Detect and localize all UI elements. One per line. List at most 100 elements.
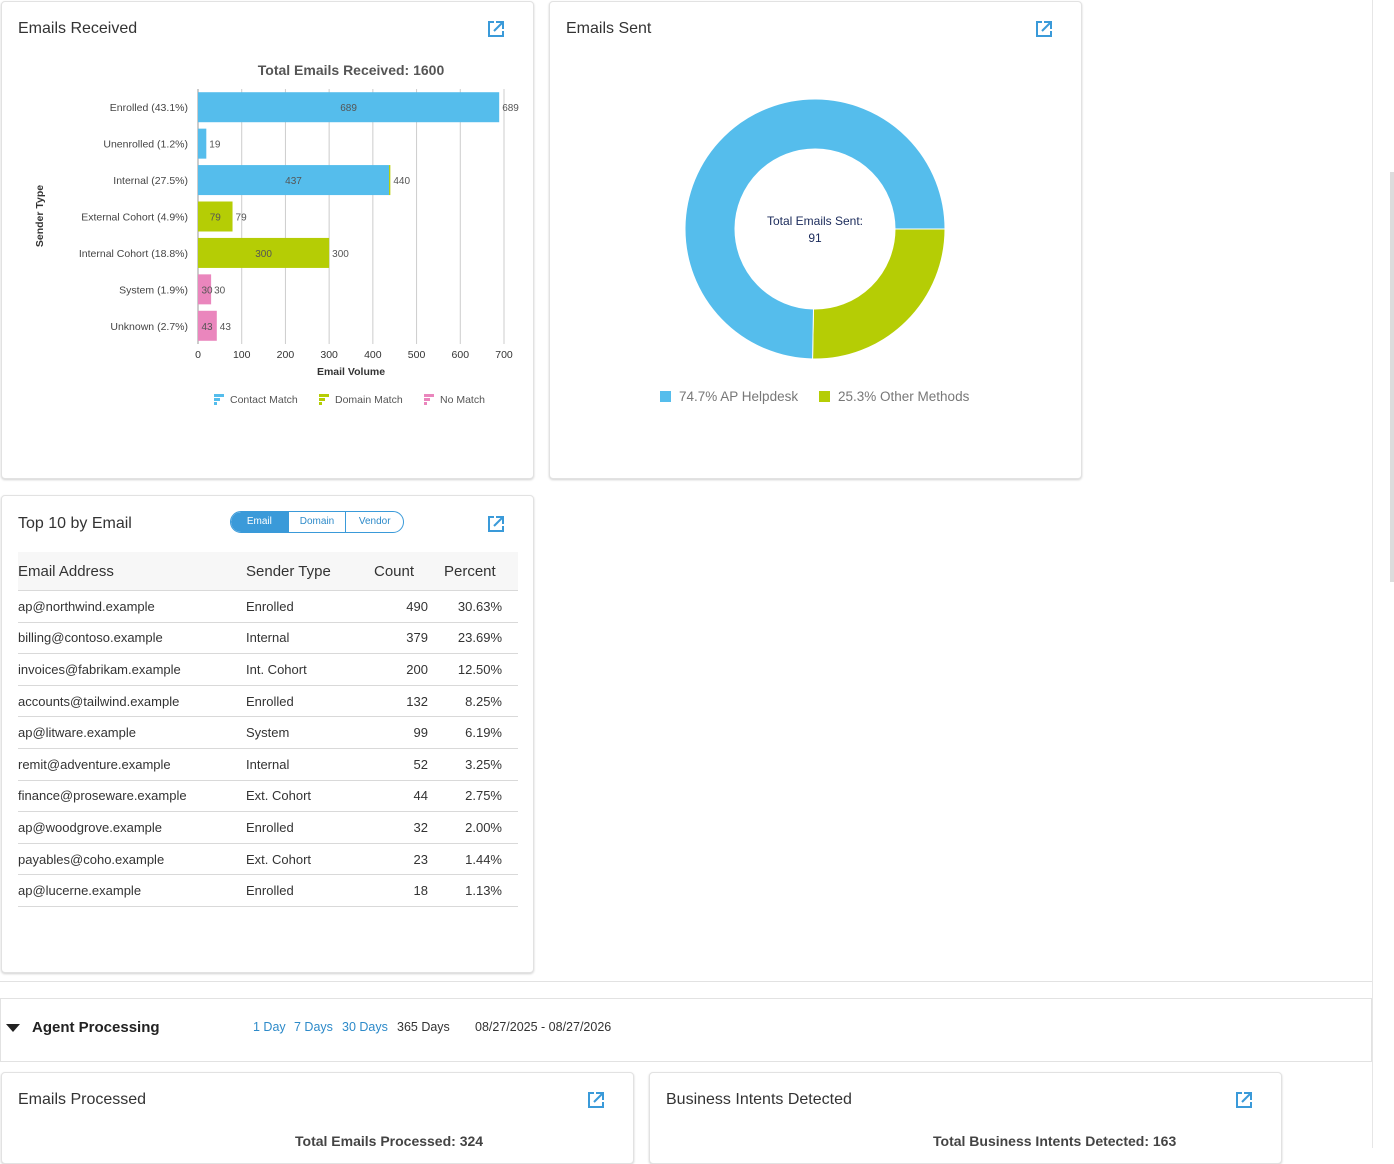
x-tick-label: 100 <box>233 349 251 361</box>
y-category-label: Unenrolled (1.2%) <box>103 139 188 151</box>
x-tick-label: 400 <box>364 349 382 361</box>
legend-item[interactable]: 74.7% AP Helpdesk <box>660 389 798 404</box>
top10-title: Top 10 by Email <box>18 515 132 532</box>
legend-swatch <box>819 391 830 402</box>
business-intents-card: Business Intents Detected Total Business… <box>649 1072 1282 1164</box>
chart-title: Total Emails Received: 1600 <box>258 62 445 78</box>
date-range[interactable]: 08/27/2025 - 08/27/2026 <box>475 1020 612 1034</box>
table-row[interactable]: ap@litware.example System 99 6.19% <box>18 716 518 749</box>
emails-sent-card: Emails Sent Total Emails Sent: 91 74.7% … <box>549 1 1082 479</box>
section-divider <box>0 981 1372 982</box>
legend-item[interactable]: Domain Match <box>319 394 403 406</box>
table-row[interactable]: ap@northwind.example Enrolled 490 30.63% <box>18 590 518 623</box>
scrollbar-track[interactable] <box>1372 0 1394 1148</box>
column-header-email[interactable]: Email Address <box>18 552 246 591</box>
bar-segment[interactable] <box>389 165 391 196</box>
table-row[interactable]: finance@proseware.example Ext. Cohort 44 2.… <box>18 780 518 813</box>
export-icon[interactable] <box>586 1090 606 1110</box>
bar-inner-label: 30 <box>201 285 213 296</box>
x-axis-label: Email Volume <box>317 366 385 378</box>
table-row[interactable]: payables@coho.example Ext. Cohort 23 1.44% <box>18 843 518 876</box>
percent-cell: 1.44% <box>444 843 518 876</box>
donut-slice[interactable] <box>812 228 946 360</box>
email-cell: ap@northwind.example <box>18 590 246 623</box>
x-tick-label: 500 <box>408 349 426 361</box>
percent-cell: 30.63% <box>444 590 518 623</box>
bar-segment[interactable] <box>198 310 217 341</box>
count-cell: 379 <box>374 622 444 655</box>
donut-center-label: Total Emails Sent: <box>767 214 863 228</box>
table-row[interactable]: ap@lucerne.example Enrolled 18 1.13% <box>18 874 518 907</box>
export-icon[interactable] <box>486 514 506 534</box>
count-cell: 52 <box>374 748 444 781</box>
column-header-sender-type[interactable]: Sender Type <box>246 552 374 591</box>
table-row[interactable]: accounts@tailwind.example Enrolled 132 8.25… <box>18 685 518 718</box>
sender-type-cell: Int. Cohort <box>246 653 374 686</box>
export-icon[interactable] <box>1034 19 1054 39</box>
range-1-day[interactable]: 1 Day <box>253 1020 286 1034</box>
y-category-label: External Cohort (4.9%) <box>81 212 188 224</box>
sender-type-cell: Enrolled <box>246 811 374 844</box>
table-row[interactable]: remit@adventure.example Internal 52 3.25% <box>18 748 518 781</box>
emails-processed-title: Emails Processed <box>18 1091 147 1108</box>
count-cell: 32 <box>374 811 444 844</box>
agent-processing-title[interactable]: Agent Processing <box>32 1019 160 1036</box>
tab-vendor[interactable]: Vendor <box>358 516 391 527</box>
tab-domain[interactable]: Domain <box>289 512 347 532</box>
emails-received-chart: Total Emails Received: 1600 Sender Type … <box>34 62 519 406</box>
legend-label: 25.3% Other Methods <box>838 389 970 404</box>
legend-label: Contact Match <box>230 394 298 406</box>
email-cell: invoices@fabrikam.example <box>18 653 246 686</box>
y-category-label: Internal (27.5%) <box>113 175 188 187</box>
sender-type-cell: Internal <box>246 622 374 655</box>
y-category-label: System (1.9%) <box>119 284 188 296</box>
table-row[interactable]: ap@woodgrove.example Enrolled 32 2.00% <box>18 811 518 844</box>
bar-inner-label: 79 <box>210 213 222 224</box>
bar-segment[interactable] <box>198 128 207 159</box>
bar-segment[interactable] <box>198 237 330 268</box>
bar-segment[interactable] <box>198 201 233 232</box>
email-cell: remit@adventure.example <box>18 748 246 781</box>
sender-type-cell: Enrolled <box>246 590 374 623</box>
export-icon[interactable] <box>486 19 506 39</box>
count-cell: 23 <box>374 843 444 876</box>
emails-sent-title: Emails Sent <box>566 20 652 37</box>
scrollbar-thumb[interactable] <box>1390 172 1394 582</box>
emails-processed-chart-title: Total Emails Processed: 324 <box>295 1133 484 1149</box>
column-header-percent[interactable]: Percent <box>444 552 518 591</box>
emails-received-title: Emails Received <box>18 20 138 37</box>
legend-item[interactable]: No Match <box>424 394 485 406</box>
range-30-days[interactable]: 30 Days <box>342 1020 388 1034</box>
range-7-days[interactable]: 7 Days <box>294 1020 333 1034</box>
emails-processed-card: Emails Processed Total Emails Processed:… <box>1 1072 634 1164</box>
bar-inner-label: 300 <box>255 249 272 260</box>
bar-total-label: 79 <box>236 213 248 224</box>
column-header-count[interactable]: Count <box>374 552 444 591</box>
bar-segment[interactable] <box>198 165 390 196</box>
tab-email[interactable]: Email <box>231 512 289 532</box>
bar-total-label: 19 <box>209 140 221 151</box>
email-cell: ap@woodgrove.example <box>18 811 246 844</box>
percent-cell: 2.75% <box>444 780 518 813</box>
email-cell: finance@proseware.example <box>18 780 246 813</box>
sender-type-cell: Enrolled <box>246 874 374 907</box>
sender-type-cell: Ext. Cohort <box>246 780 374 813</box>
table-row[interactable]: billing@contoso.example Internal 379 23.69% <box>18 622 518 655</box>
bar-inner-label: 437 <box>285 176 302 187</box>
y-category-label: Unknown (2.7%) <box>110 321 188 333</box>
table-row[interactable]: invoices@fabrikam.example Int. Cohort 200 1… <box>18 653 518 686</box>
legend-item[interactable]: Contact Match <box>214 394 298 406</box>
count-cell: 490 <box>374 590 444 623</box>
legend-item[interactable]: 25.3% Other Methods <box>819 389 970 404</box>
legend-label: 74.7% AP Helpdesk <box>679 389 798 404</box>
donut-slice[interactable] <box>684 98 946 360</box>
bar-total-label: 440 <box>393 176 410 187</box>
legend-swatch <box>424 394 434 397</box>
bar-segment[interactable] <box>198 274 212 305</box>
range-365-days[interactable]: 365 Days <box>397 1020 450 1034</box>
bar-segment[interactable] <box>198 92 500 123</box>
caret-down-icon[interactable] <box>6 1024 20 1032</box>
export-icon[interactable] <box>1234 1090 1254 1110</box>
percent-cell: 1.13% <box>444 874 518 907</box>
sender-type-cell: Ext. Cohort <box>246 843 374 876</box>
